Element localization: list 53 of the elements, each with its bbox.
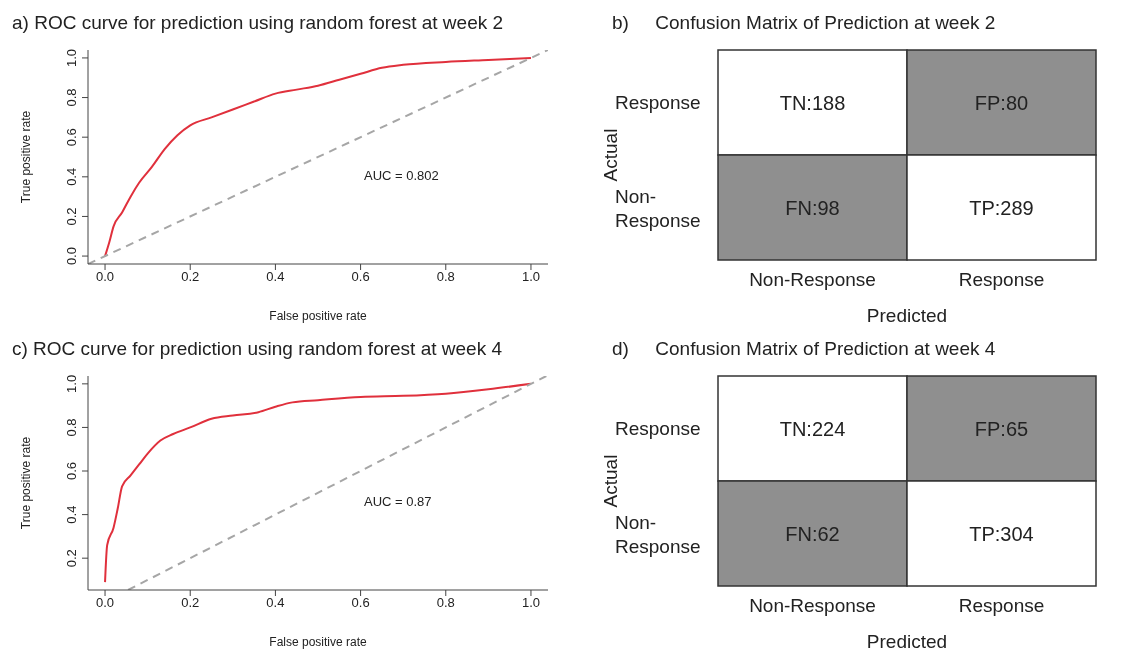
- y-tick-label: 0.2: [64, 549, 79, 568]
- y-axis-title: Actual: [599, 128, 621, 182]
- x-tick-label: 0.0: [96, 269, 115, 285]
- y-axis-title: True positive rate: [19, 110, 34, 204]
- y-axis-title: True positive rate: [19, 436, 34, 530]
- x-tick-label: Response: [958, 595, 1045, 616]
- x-axis-title: Predicted: [866, 631, 948, 652]
- x-tick-label: 0.6: [351, 595, 370, 611]
- y-tick-label: 0.8: [64, 418, 79, 437]
- data-label: TN:224: [779, 417, 846, 440]
- x-tick-label: 1.0: [521, 595, 540, 611]
- x-tick-label: Response: [958, 269, 1045, 290]
- x-tick-label: 1.0: [521, 269, 540, 285]
- y-tick-label: 0.6: [64, 128, 79, 147]
- y-tick-label: Response: [615, 417, 701, 439]
- annotation: AUC = 0.802: [364, 167, 439, 183]
- y-tick-label: 1.0: [64, 374, 79, 393]
- y-tick-label: 0.4: [64, 505, 79, 524]
- x-tick-label: 0.4: [266, 269, 285, 285]
- data-label: TP:304: [969, 522, 1034, 545]
- data-label: FN:62: [785, 522, 840, 545]
- data-label: FP:80: [974, 91, 1029, 114]
- data-label: TN:188: [779, 91, 846, 114]
- x-tick-label: 0.6: [351, 269, 370, 285]
- y-tick-label: 0.2: [64, 207, 79, 226]
- y-tick-label: 0.6: [64, 461, 79, 481]
- y-tick-label: 0.8: [64, 88, 79, 107]
- y-tick-label: 0.0: [64, 247, 79, 266]
- y-tick-label: Non-Response: [615, 511, 701, 557]
- x-axis-title: False positive rate: [269, 635, 368, 649]
- chart-title: d) Confusion Matrix of Prediction at week 4: [611, 337, 997, 361]
- x-tick-label: 0.2: [181, 595, 200, 611]
- y-tick-label: 0.4: [64, 167, 79, 186]
- annotation: AUC = 0.87: [364, 493, 432, 509]
- data-label: FN:98: [785, 196, 840, 219]
- x-tick-label: 0.0: [96, 595, 115, 611]
- data-label: FP:65: [974, 417, 1029, 440]
- y-tick-label: Response: [615, 91, 701, 113]
- chart-title: c) ROC curve for prediction using random forest at week 4: [11, 337, 503, 361]
- y-tick-label: Non-Response: [615, 185, 701, 231]
- x-tick-label: Non-Response: [749, 595, 876, 616]
- x-axis-title: Predicted: [866, 305, 948, 326]
- x-tick-label: 0.2: [181, 269, 200, 285]
- chart-title: a) ROC curve for prediction using random forest at week 2: [11, 11, 505, 35]
- x-tick-label: 0.8: [436, 595, 455, 611]
- x-tick-label: 0.8: [436, 269, 455, 285]
- y-tick-label: 1.0: [64, 48, 79, 67]
- data-label: TP:289: [969, 196, 1034, 219]
- chart-title: b) Confusion Matrix of Prediction at week 2: [611, 11, 997, 35]
- x-tick-label: Non-Response: [749, 269, 876, 290]
- x-axis-title: False positive rate: [269, 309, 368, 323]
- y-axis-title: Actual: [599, 454, 621, 508]
- x-tick-label: 0.4: [266, 595, 285, 611]
